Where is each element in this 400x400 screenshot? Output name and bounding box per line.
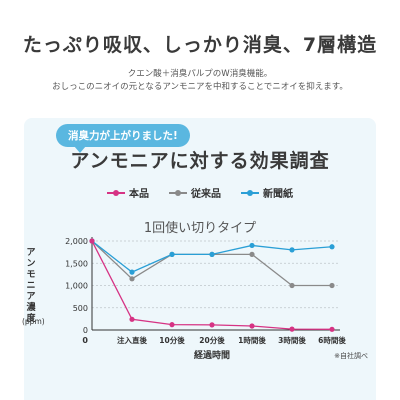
description-line-2: おしっこのニオイの元となるアンモニアを中和することでニオイを抑えます。	[52, 82, 348, 92]
x-tick-label-3: 20分後	[199, 335, 225, 345]
data-point-2-2	[169, 251, 175, 257]
legend-item-series-1: 従来品	[169, 185, 221, 200]
legend-label-series-1: 従来品	[191, 189, 221, 200]
data-point-2-5	[289, 247, 295, 253]
data-point-0-4	[249, 323, 255, 329]
description-line-1: クエン酸＋消臭パルプのW消臭機能。	[127, 69, 273, 79]
legend-swatch-series-2	[241, 188, 259, 198]
y-tick-label-0: 0	[83, 326, 88, 335]
data-point-2-1	[129, 269, 135, 275]
x-axis-label: 経過時間	[194, 349, 230, 361]
data-point-1-6	[329, 282, 335, 289]
legend-swatch-series-1	[169, 188, 187, 198]
y-tick-label-4: 2,000	[65, 237, 88, 246]
data-point-0-1	[129, 316, 135, 322]
chart-legend: 本品 従来品 新聞紙	[0, 185, 400, 200]
y-axis-unit: (ppm)	[22, 317, 45, 326]
data-point-0-2	[169, 322, 175, 328]
data-point-2-6	[329, 244, 335, 250]
data-point-0-6	[329, 326, 335, 332]
x-tick-label-1: 注入直後	[117, 335, 147, 345]
legend-item-series-0: 本品	[107, 185, 149, 200]
source-note: ※自社調べ	[334, 352, 368, 360]
page-headline: たっぷり吸収、しっかり消臭、7層構造	[22, 34, 378, 56]
chart-panel	[24, 118, 376, 400]
chart-panel-title: アンモニアに対する効果調査	[70, 150, 330, 172]
data-point-1-5	[289, 282, 295, 289]
data-point-0-3	[209, 322, 215, 328]
legend-label-series-2: 新聞紙	[263, 189, 293, 200]
legend-item-series-2: 新聞紙	[241, 185, 293, 200]
highlight-bubble: 消臭力が上がりました!	[56, 124, 190, 153]
y-tick-label-1: 500	[73, 304, 88, 313]
data-point-0-5	[289, 326, 295, 332]
data-point-1-1	[129, 276, 135, 282]
data-point-2-3	[209, 251, 215, 257]
x-tick-label-0: 0	[82, 336, 88, 345]
x-tick-label-5: 3時間後	[278, 335, 306, 345]
y-tick-label-3: 1,500	[65, 259, 88, 268]
chart-title: 1回使い切りタイプ	[144, 220, 256, 236]
x-tick-label-6: 6時間後	[318, 335, 346, 345]
x-tick-label-4: 1時間後	[238, 335, 266, 345]
y-axis-label: アンモニア濃度	[26, 248, 36, 324]
y-tick-label-2: 1,000	[65, 282, 88, 291]
data-point-2-4	[249, 242, 255, 249]
data-point-1-4	[249, 251, 255, 257]
legend-swatch-series-0	[107, 188, 125, 198]
data-point-0-0	[89, 238, 95, 244]
legend-label-series-0: 本品	[129, 189, 149, 200]
x-tick-label-2: 10分後	[159, 335, 185, 345]
